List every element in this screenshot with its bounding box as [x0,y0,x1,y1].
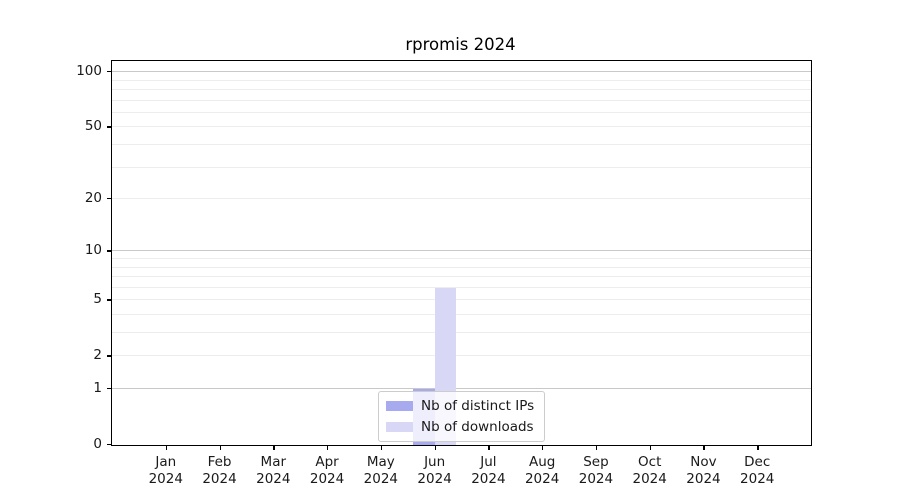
x-tick-label: Jul 2024 [471,454,506,487]
y-axis-tick [107,355,111,357]
gridline-minor [112,89,811,91]
y-tick-label: 100 [76,63,102,80]
y-tick-label: 0 [93,436,102,452]
gridline-minor [112,355,811,357]
x-tick-label: May 2024 [363,454,399,487]
x-axis-tick [542,446,544,450]
gridline-minor [112,144,811,146]
y-tick-label: 20 [84,190,102,207]
y-tick-label: 5 [93,291,102,308]
gridline-minor [112,79,811,81]
legend-swatch-downloads-icon [386,422,413,432]
x-axis-tick [380,446,383,450]
y-tick-label: 10 [84,242,102,259]
gridline-minor [112,299,811,301]
gridline-major [112,250,811,252]
gridline-minor [112,286,811,288]
x-tick-label: Aug 2024 [524,454,560,487]
y-axis-tick [107,250,111,252]
plot-area: 0 1 2 5 10 20 50 100 Jan 2024 Feb 2024 Mar 2024 Apr 202… [76,60,812,487]
legend-item-distinct-ips: Nb of distinct IPs [386,397,534,415]
gridline-major [112,388,811,389]
x-axis-tick [595,446,598,450]
x-axis-tick [327,446,329,450]
x-axis-tick [757,446,759,450]
y-axis-tick [107,198,111,200]
x-tick-label: Jun 2024 [417,454,452,487]
gridline-minor [112,126,811,128]
x-tick-label: Feb 2024 [202,454,237,487]
y-axis-tick [107,71,111,73]
gridline-minor [112,111,811,113]
gridline-minor [112,313,811,315]
gridline-minor [112,276,811,278]
legend-item-downloads: Nb of downloads [386,418,534,436]
y-tick-label: 50 [84,118,102,135]
x-tick-label: Dec 2024 [740,454,775,487]
legend-label-distinct-ips: Nb of distinct IPs [421,398,535,414]
x-tick-label: Oct 2024 [632,454,667,487]
x-axis-tick [649,446,651,450]
y-axis-tick [107,299,111,301]
x-tick-label: Mar 2024 [256,454,291,487]
y-axis-tick [107,126,111,128]
gridline-minor [112,198,811,200]
y-tick-label: 1 [93,380,102,396]
x-axis-tick [219,446,221,450]
x-axis-tick [434,446,436,450]
gridline-minor [112,332,811,334]
y-tick-label: 2 [93,347,102,364]
legend: Nb of distinct IPs Nb of downloads [378,391,546,442]
gridline-minor [112,99,811,101]
x-tick-label: Nov 2024 [686,454,721,487]
x-axis-tick [165,446,168,450]
legend-swatch-distinct-ips-icon [386,401,413,411]
legend-label-downloads: Nb of downloads [421,419,534,435]
y-axis-tick [107,444,111,446]
x-axis-tick [273,446,275,450]
x-axis-tick [488,446,490,450]
gridline-major [112,71,811,73]
x-tick-label: Sep 2024 [578,454,614,487]
chart-title: rpromis 2024 [405,35,516,54]
x-tick-label: Jan 2024 [148,454,183,487]
x-tick-label: Apr 2024 [309,454,345,487]
x-axis-tick [703,446,705,450]
gridline-minor [112,258,811,259]
gridline-minor [112,266,811,268]
gridline-minor [112,166,811,168]
y-axis-tick [107,388,111,390]
